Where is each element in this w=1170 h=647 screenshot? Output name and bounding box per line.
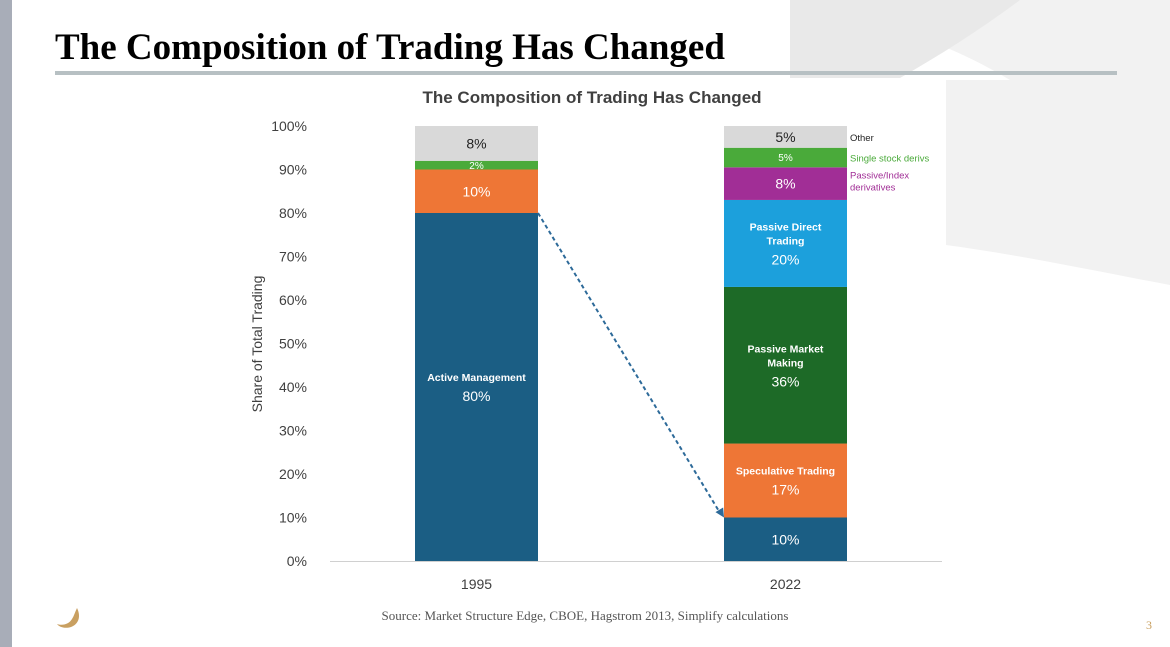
y-tick-label: 50% bbox=[279, 336, 307, 352]
segment-name-label: Trading bbox=[767, 235, 805, 247]
y-tick-label: 100% bbox=[271, 118, 307, 134]
chart-title: The Composition of Trading Has Changed bbox=[422, 88, 761, 107]
segment-value-label: 5% bbox=[775, 129, 795, 145]
segment-value-label: 8% bbox=[775, 176, 795, 192]
segment-value-label: 36% bbox=[771, 373, 799, 389]
bar-segment-2022-single_stock bbox=[724, 147, 847, 168]
bar-segment-1995-other bbox=[415, 126, 538, 161]
trend-arrow-head bbox=[715, 507, 724, 518]
y-tick-label: 80% bbox=[279, 205, 307, 221]
legend-label-passive-index: derivatives bbox=[850, 182, 896, 193]
left-edge-strip bbox=[0, 0, 12, 647]
segment-value-label: 10% bbox=[462, 183, 490, 199]
segment-value-label: 80% bbox=[462, 388, 490, 404]
y-tick-label: 90% bbox=[279, 162, 307, 178]
stacked-bar-chart: The Composition of Trading Has Changed Sh… bbox=[249, 88, 942, 592]
slide-title: The Composition of Trading Has Changed bbox=[55, 27, 725, 68]
segment-name-label: Passive Market bbox=[748, 343, 824, 355]
y-tick-label: 60% bbox=[279, 292, 307, 308]
legend-label-other: Other bbox=[850, 133, 874, 144]
bar-segment-2022-other bbox=[724, 126, 847, 148]
page-number: 3 bbox=[1146, 618, 1152, 632]
company-logo bbox=[57, 608, 79, 628]
y-axis-label: Share of Total Trading bbox=[249, 276, 265, 413]
bar-segment-2022-passive_direct bbox=[724, 199, 847, 287]
legend-label-passive-index: Passive/Index bbox=[850, 170, 909, 181]
y-tick-label: 40% bbox=[279, 379, 307, 395]
segment-name-label: Passive Direct bbox=[750, 221, 822, 233]
segment-value-label: 2% bbox=[469, 161, 484, 172]
legend-label-single-stock: Single stock derivs bbox=[850, 154, 929, 165]
bar-segment-2022-active bbox=[724, 517, 847, 561]
segment-name-label: Active Management bbox=[427, 372, 526, 384]
chart-panel: The Composition of Trading Has Changed Sh… bbox=[230, 80, 946, 600]
bar-segment-2022-passive_index bbox=[724, 167, 847, 200]
bar-segment-2022-passive_market_making bbox=[724, 286, 847, 444]
title-divider bbox=[55, 71, 1117, 75]
segment-value-label: 5% bbox=[778, 153, 793, 164]
y-tick-label: 20% bbox=[279, 466, 307, 482]
bar-segment-1995-active bbox=[415, 213, 538, 561]
segment-value-label: 10% bbox=[771, 531, 799, 547]
segment-value-label: 17% bbox=[771, 482, 799, 498]
segment-value-label: 20% bbox=[771, 251, 799, 267]
x-tick-label-2022: 2022 bbox=[770, 576, 801, 592]
segment-name-label: Speculative Trading bbox=[736, 466, 835, 478]
y-tick-label: 0% bbox=[287, 553, 307, 569]
source-note: Source: Market Structure Edge, CBOE, Hag… bbox=[381, 608, 789, 623]
segment-value-label: 8% bbox=[466, 135, 486, 151]
segment-name-label: Making bbox=[767, 357, 803, 369]
bar-segment-2022-speculative bbox=[724, 443, 847, 518]
trend-arrow-line bbox=[537, 212, 722, 516]
x-tick-label-1995: 1995 bbox=[461, 576, 492, 592]
y-tick-label: 70% bbox=[279, 249, 307, 265]
y-tick-label: 10% bbox=[279, 510, 307, 526]
bar-segment-1995-single_stock bbox=[415, 160, 538, 170]
bar-segment-1995-speculative bbox=[415, 169, 538, 213]
y-tick-label: 30% bbox=[279, 423, 307, 439]
